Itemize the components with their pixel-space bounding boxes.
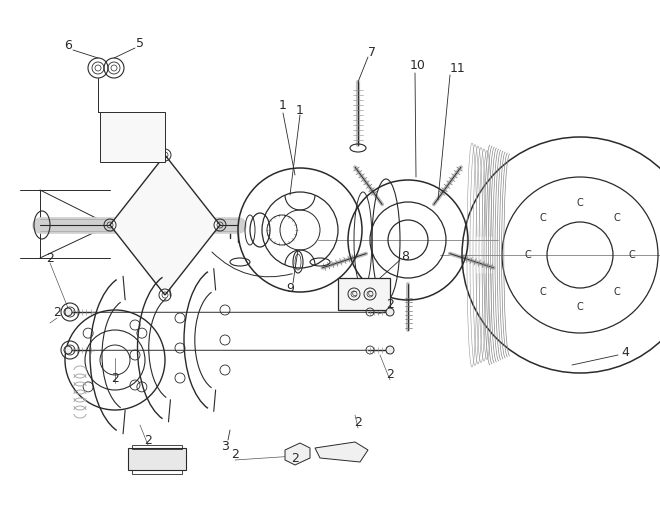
Text: C: C bbox=[540, 287, 546, 297]
Text: C: C bbox=[525, 250, 531, 260]
Text: 2: 2 bbox=[111, 371, 119, 384]
Polygon shape bbox=[315, 442, 368, 462]
Text: 2: 2 bbox=[144, 434, 152, 447]
Text: 2: 2 bbox=[386, 298, 394, 311]
Text: 2: 2 bbox=[53, 306, 61, 319]
Circle shape bbox=[386, 346, 394, 354]
Bar bbox=[338, 278, 390, 310]
Circle shape bbox=[64, 346, 72, 354]
Bar bbox=[128, 448, 186, 470]
Polygon shape bbox=[110, 155, 220, 295]
Text: 1: 1 bbox=[279, 98, 287, 111]
Text: C: C bbox=[352, 291, 356, 297]
Bar bbox=[132, 445, 182, 449]
Text: C: C bbox=[628, 250, 636, 260]
Circle shape bbox=[64, 308, 72, 316]
Text: 7: 7 bbox=[368, 46, 376, 59]
Text: C: C bbox=[577, 198, 583, 208]
Text: 6: 6 bbox=[64, 38, 72, 51]
Circle shape bbox=[386, 308, 394, 316]
Text: 2: 2 bbox=[386, 369, 394, 382]
Text: 10: 10 bbox=[410, 59, 426, 72]
Text: 8: 8 bbox=[401, 250, 409, 263]
Text: C: C bbox=[613, 287, 620, 297]
Text: C: C bbox=[577, 302, 583, 312]
Polygon shape bbox=[285, 443, 310, 465]
Text: C: C bbox=[368, 291, 372, 297]
Text: 2: 2 bbox=[354, 417, 362, 430]
Text: 3: 3 bbox=[221, 440, 229, 453]
Text: 2: 2 bbox=[46, 252, 54, 265]
Text: 9: 9 bbox=[286, 281, 294, 294]
Text: 5: 5 bbox=[136, 36, 144, 49]
Text: C: C bbox=[540, 213, 546, 223]
Text: 1: 1 bbox=[296, 103, 304, 116]
Text: 4: 4 bbox=[621, 345, 629, 358]
Bar bbox=[100, 112, 165, 162]
Text: 11: 11 bbox=[450, 61, 466, 74]
Text: 2: 2 bbox=[291, 451, 299, 464]
Text: C: C bbox=[613, 213, 620, 223]
Text: 2: 2 bbox=[231, 448, 239, 462]
Bar bbox=[132, 470, 182, 474]
